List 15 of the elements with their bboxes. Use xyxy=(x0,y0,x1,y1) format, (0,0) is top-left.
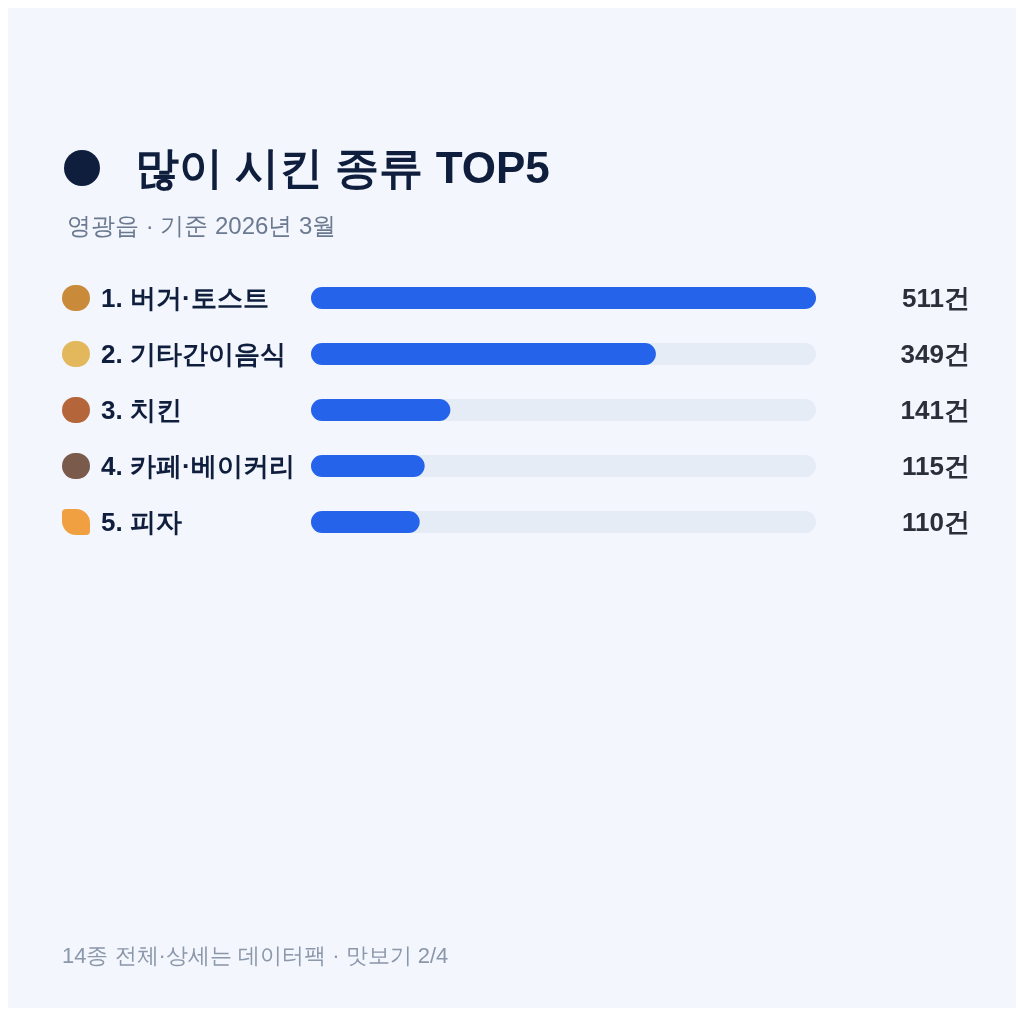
y-tick-label: 1. 버거·토스트 xyxy=(101,283,269,313)
y-tick-label: 3. 치킨 xyxy=(101,395,182,425)
bar xyxy=(311,455,425,477)
chart-title: 많이 시킨 종류 TOP5 xyxy=(135,142,550,192)
chart-subtitle: 영광읍 · 기준 2026년 3월 xyxy=(67,211,337,239)
data-label: 349건 xyxy=(900,339,970,369)
bar xyxy=(311,511,420,533)
text: 14종 전체·상세는 데이터팩 · 맛보기 2/4 xyxy=(62,942,449,968)
data-label: 115건 xyxy=(902,451,970,481)
y-tick-label: 4. 카페·베이커리 xyxy=(101,451,295,481)
y-tick-label: 2. 기타간이음식 xyxy=(101,339,286,369)
data-label: 110건 xyxy=(902,507,970,537)
data-label: 511건 xyxy=(902,283,970,313)
data-label: 141건 xyxy=(900,395,970,425)
y-tick-label: 5. 피자 xyxy=(101,507,182,537)
